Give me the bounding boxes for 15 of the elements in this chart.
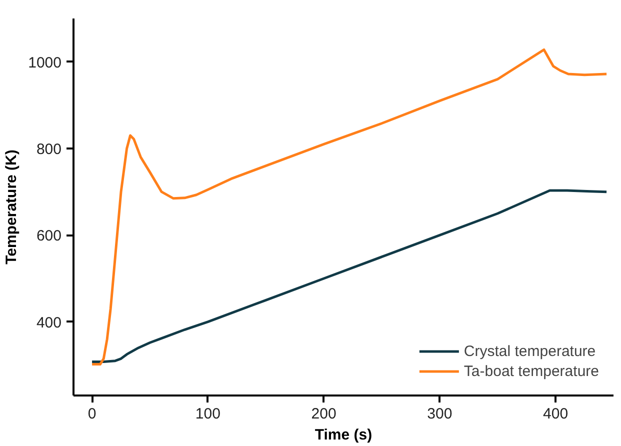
y-tick-label: 800 [36,141,62,158]
legend-label: Ta-boat temperature [464,362,599,380]
line-series [90,48,608,366]
y-tick-label: 1000 [28,54,62,72]
y-axis-title: Temperature (K) [3,150,20,264]
line-series [90,189,608,363]
x-tick-label: 200 [311,406,336,422]
x-tick-label: 0 [88,406,96,422]
x-tick-label: 100 [195,406,220,422]
x-tick-label: 300 [427,406,452,422]
x-tick-label: 400 [543,406,568,422]
x-axis-title: Time (s) [314,426,372,444]
legend-label: Crystal temperature [464,342,596,360]
y-tick-label: 600 [36,228,62,245]
y-tick-label: 400 [36,314,62,332]
